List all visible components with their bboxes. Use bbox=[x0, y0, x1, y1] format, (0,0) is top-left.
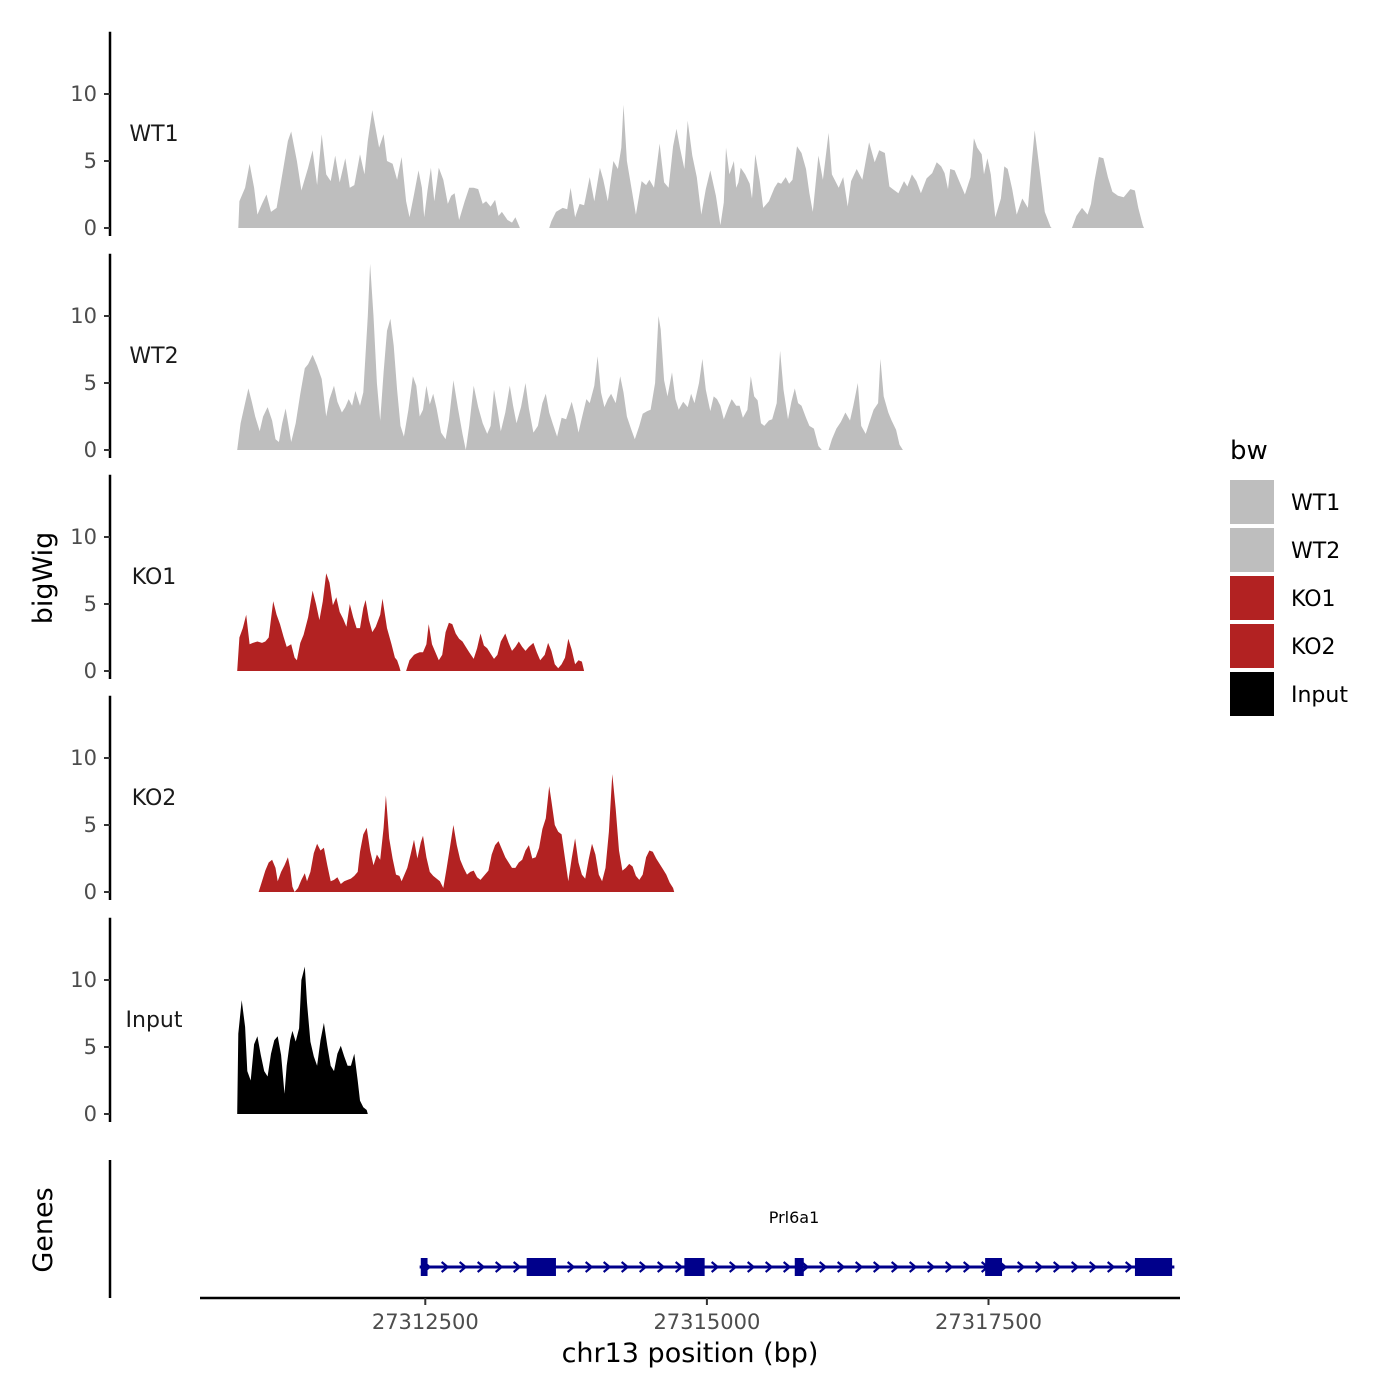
coverage-area-wt1 bbox=[238, 104, 1145, 228]
tracks-layer: 0 5 10 WT1 0 5 10 WT2 0 5 10 KO1 0 5 10 KO2 0 5 10 Input bbox=[70, 31, 1145, 1126]
legend: WT1 WT2 KO1 KO2 Input bbox=[1230, 480, 1348, 716]
y-tick-label: 10 bbox=[70, 525, 97, 549]
x-axis-title: chr13 position (bp) bbox=[562, 1338, 819, 1369]
exon bbox=[684, 1258, 705, 1276]
y-tick-label: 0 bbox=[84, 1102, 97, 1126]
exon bbox=[526, 1258, 556, 1276]
y-tick-label: 10 bbox=[70, 304, 97, 328]
strand-arrow bbox=[1106, 1261, 1116, 1273]
y-tick-label: 5 bbox=[84, 813, 97, 837]
strand-arrow bbox=[1070, 1261, 1080, 1273]
exon bbox=[1134, 1258, 1173, 1276]
y-tick-label: 0 bbox=[84, 438, 97, 462]
legend-item-wt1: WT1 bbox=[1230, 480, 1340, 524]
strand-arrow bbox=[926, 1261, 936, 1273]
exon bbox=[420, 1258, 428, 1276]
coverage-area-ko2 bbox=[258, 774, 675, 892]
gene-track-title: Genes bbox=[28, 1187, 59, 1272]
strand-arrow bbox=[656, 1261, 666, 1273]
y-tick-label: 5 bbox=[84, 149, 97, 173]
strand-arrow bbox=[476, 1261, 486, 1273]
y-tick-label: 10 bbox=[70, 968, 97, 992]
coverage-area-wt2 bbox=[237, 263, 906, 450]
legend-label: KO2 bbox=[1291, 635, 1336, 660]
x-axis: 27312500 27315000 27317500 bbox=[200, 1296, 1180, 1334]
y-tick-label: 5 bbox=[84, 592, 97, 616]
legend-swatch bbox=[1230, 576, 1274, 620]
strand-arrow bbox=[890, 1261, 900, 1273]
track-ko2: 0 5 10 KO2 bbox=[70, 695, 675, 904]
exon bbox=[794, 1258, 804, 1276]
gene-prl6a1: Prl6a1 bbox=[419, 1208, 1175, 1276]
exon bbox=[985, 1258, 1003, 1276]
strand-arrow bbox=[872, 1261, 882, 1273]
track-label: WT1 bbox=[129, 122, 178, 147]
gene-name-label: Prl6a1 bbox=[769, 1208, 820, 1227]
strand-arrow bbox=[854, 1261, 864, 1273]
y-axis-title: bigWig bbox=[28, 532, 59, 625]
strand-arrow bbox=[1016, 1261, 1026, 1273]
legend-swatch bbox=[1230, 672, 1274, 716]
track-label: Input bbox=[126, 1008, 183, 1033]
strand-arrow bbox=[512, 1261, 522, 1273]
y-tick-label: 10 bbox=[70, 82, 97, 106]
track-wt2: 0 5 10 WT2 bbox=[70, 253, 906, 462]
legend-title: bw bbox=[1230, 436, 1268, 466]
strand-arrow bbox=[674, 1261, 684, 1273]
legend-label: WT2 bbox=[1291, 539, 1340, 564]
strand-arrow bbox=[620, 1261, 630, 1273]
strand-arrow bbox=[494, 1261, 504, 1273]
track-input: 0 5 10 Input bbox=[70, 917, 368, 1126]
strand-arrow bbox=[1034, 1261, 1044, 1273]
strand-arrow bbox=[638, 1261, 648, 1273]
track-ko1: 0 5 10 KO1 bbox=[70, 474, 585, 683]
strand-arrow bbox=[1124, 1261, 1134, 1273]
legend-item-ko2: KO2 bbox=[1230, 624, 1336, 668]
x-tick-label: 27312500 bbox=[372, 1310, 479, 1334]
legend-swatch bbox=[1230, 528, 1274, 572]
y-tick-label: 10 bbox=[70, 746, 97, 770]
coverage-area-ko1 bbox=[237, 573, 585, 671]
strand-arrow bbox=[818, 1261, 828, 1273]
strand-arrow bbox=[944, 1261, 954, 1273]
legend-label: WT1 bbox=[1291, 491, 1340, 516]
legend-item-input: Input bbox=[1230, 672, 1348, 716]
strand-arrow bbox=[782, 1261, 792, 1273]
strand-arrow bbox=[908, 1261, 918, 1273]
y-tick-label: 5 bbox=[84, 1035, 97, 1059]
track-label: WT2 bbox=[129, 344, 178, 369]
legend-label: KO1 bbox=[1291, 587, 1336, 612]
legend-item-ko1: KO1 bbox=[1230, 576, 1336, 620]
y-tick-label: 5 bbox=[84, 371, 97, 395]
strand-arrow bbox=[584, 1261, 594, 1273]
strand-arrow bbox=[1052, 1261, 1062, 1273]
track-label: KO1 bbox=[132, 565, 177, 590]
strand-arrow bbox=[440, 1261, 450, 1273]
legend-item-wt2: WT2 bbox=[1230, 528, 1340, 572]
legend-label: Input bbox=[1291, 683, 1348, 708]
track-label: KO2 bbox=[132, 786, 177, 811]
strand-arrow bbox=[710, 1261, 720, 1273]
strand-arrow bbox=[566, 1261, 576, 1273]
y-tick-label: 0 bbox=[84, 880, 97, 904]
track-wt1: 0 5 10 WT1 bbox=[70, 31, 1145, 240]
x-tick-label: 27317500 bbox=[935, 1310, 1042, 1334]
y-tick-label: 0 bbox=[84, 659, 97, 683]
strand-arrow bbox=[962, 1261, 972, 1273]
strand-arrow bbox=[836, 1261, 846, 1273]
coverage-area-input bbox=[237, 966, 368, 1114]
strand-arrow bbox=[458, 1261, 468, 1273]
strand-arrow bbox=[1088, 1261, 1098, 1273]
strand-arrow bbox=[728, 1261, 738, 1273]
gene-track: Prl6a1 bbox=[108, 1160, 1175, 1298]
strand-arrow bbox=[746, 1261, 756, 1273]
legend-swatch bbox=[1230, 480, 1274, 524]
x-tick-label: 27315000 bbox=[653, 1310, 760, 1334]
y-tick-label: 0 bbox=[84, 216, 97, 240]
strand-arrow bbox=[764, 1261, 774, 1273]
legend-swatch bbox=[1230, 624, 1274, 668]
strand-arrow bbox=[602, 1261, 612, 1273]
